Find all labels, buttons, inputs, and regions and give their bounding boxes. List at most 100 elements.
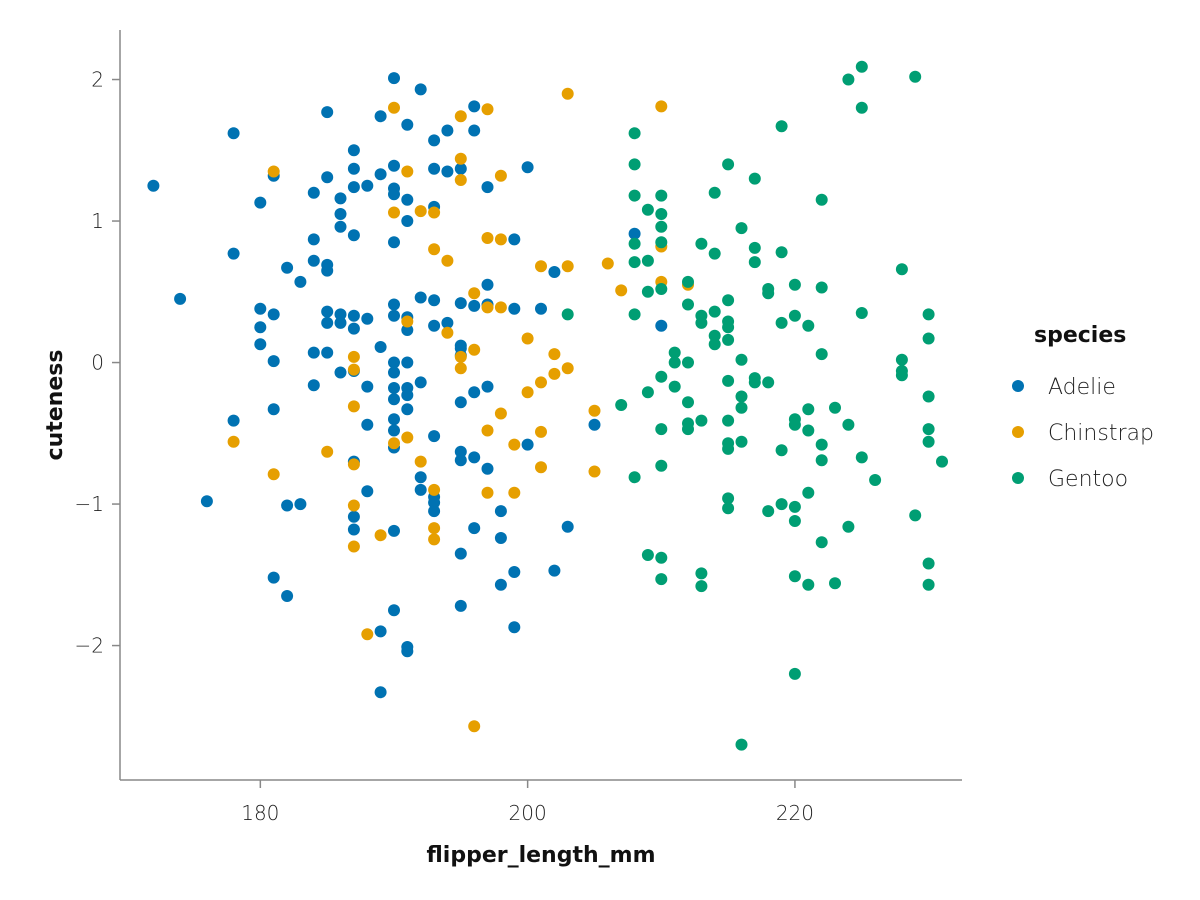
- data-point: [788, 278, 801, 291]
- data-point: [735, 353, 748, 366]
- ticks: 180 200 220 −2 −1 0 1 2: [75, 68, 815, 825]
- data-point: [762, 376, 775, 389]
- data-point: [869, 474, 882, 486]
- data-point: [347, 162, 360, 175]
- data-point: [842, 418, 855, 431]
- data-point: [388, 356, 400, 369]
- data-point: [628, 127, 641, 140]
- data-point: [254, 302, 267, 315]
- data-point: [735, 435, 748, 448]
- data-point: [147, 179, 160, 192]
- data-point: [829, 401, 841, 414]
- legend-label-adelie: Adelie: [1048, 375, 1116, 400]
- data-point: [922, 423, 935, 436]
- data-point: [468, 522, 481, 535]
- data-point: [321, 316, 334, 329]
- data-point: [267, 468, 280, 481]
- data-point: [548, 348, 561, 361]
- data-point: [895, 263, 908, 276]
- data-point: [722, 333, 735, 346]
- x-tick-label: 180: [241, 801, 279, 825]
- data-point: [535, 260, 547, 273]
- data-point: [748, 256, 761, 269]
- data-point: [307, 346, 320, 359]
- data-point: [441, 316, 454, 329]
- data-point: [748, 241, 761, 254]
- data-point: [388, 188, 400, 201]
- data-point: [468, 386, 481, 399]
- data-point: [468, 299, 481, 312]
- data-point: [695, 580, 708, 593]
- data-point: [428, 505, 441, 518]
- data-point: [802, 578, 815, 591]
- data-point: [735, 390, 748, 403]
- data-point: [414, 471, 427, 484]
- data-point: [414, 455, 427, 468]
- data-point: [428, 162, 441, 175]
- x-tick-label: 200: [509, 801, 547, 825]
- data-point: [401, 356, 414, 369]
- x-axis-title: flipper_length_mm: [426, 843, 655, 868]
- data-point: [762, 287, 775, 300]
- data-point: [668, 380, 681, 393]
- data-point: [468, 124, 481, 137]
- legend-marker-gentoo: [1012, 472, 1024, 484]
- data-point: [601, 257, 614, 270]
- data-point: [748, 376, 761, 389]
- data-point: [428, 483, 441, 496]
- data-point: [628, 189, 641, 202]
- data-point: [454, 162, 467, 175]
- data-point: [347, 400, 360, 413]
- data-point: [267, 308, 280, 321]
- data-point: [521, 332, 534, 345]
- y-tick-label: −1: [75, 492, 104, 516]
- data-point: [428, 430, 441, 443]
- data-point: [388, 309, 400, 322]
- data-point: [708, 338, 721, 351]
- data-point: [628, 158, 641, 171]
- data-point: [775, 316, 788, 329]
- data-point: [708, 186, 721, 199]
- data-point: [454, 350, 467, 363]
- data-point: [401, 324, 414, 336]
- data-point: [388, 72, 400, 85]
- data-point: [454, 396, 467, 409]
- data-point: [655, 189, 668, 202]
- data-point: [334, 192, 347, 205]
- data-point: [347, 144, 360, 157]
- data-point: [454, 174, 467, 186]
- data-point: [508, 621, 521, 634]
- data-point: [521, 438, 534, 451]
- legend-items: Adelie Chinstrap Gentoo: [1012, 375, 1154, 492]
- data-point: [347, 523, 360, 536]
- data-point: [494, 505, 507, 518]
- data-point: [401, 431, 414, 444]
- data-point: [535, 376, 547, 389]
- data-point: [722, 158, 735, 171]
- data-point: [628, 227, 641, 240]
- data-point: [481, 462, 494, 475]
- data-point: [388, 159, 400, 172]
- data-point: [414, 376, 427, 389]
- data-point: [227, 247, 240, 260]
- data-point: [388, 393, 400, 406]
- data-point: [508, 233, 521, 246]
- data-point: [922, 435, 935, 448]
- data-point: [401, 645, 414, 658]
- data-point: [775, 120, 788, 133]
- data-point: [668, 346, 681, 359]
- data-point: [454, 362, 467, 375]
- data-point: [481, 232, 494, 244]
- series-adelie: [147, 72, 668, 699]
- data-point: [708, 247, 721, 260]
- data-point: [321, 305, 334, 318]
- data-point: [441, 254, 454, 267]
- data-point: [401, 165, 414, 178]
- data-point: [802, 403, 815, 416]
- data-point: [815, 348, 828, 361]
- data-point: [788, 515, 801, 527]
- data-point: [561, 520, 574, 533]
- data-point: [802, 424, 815, 437]
- data-point: [855, 60, 868, 73]
